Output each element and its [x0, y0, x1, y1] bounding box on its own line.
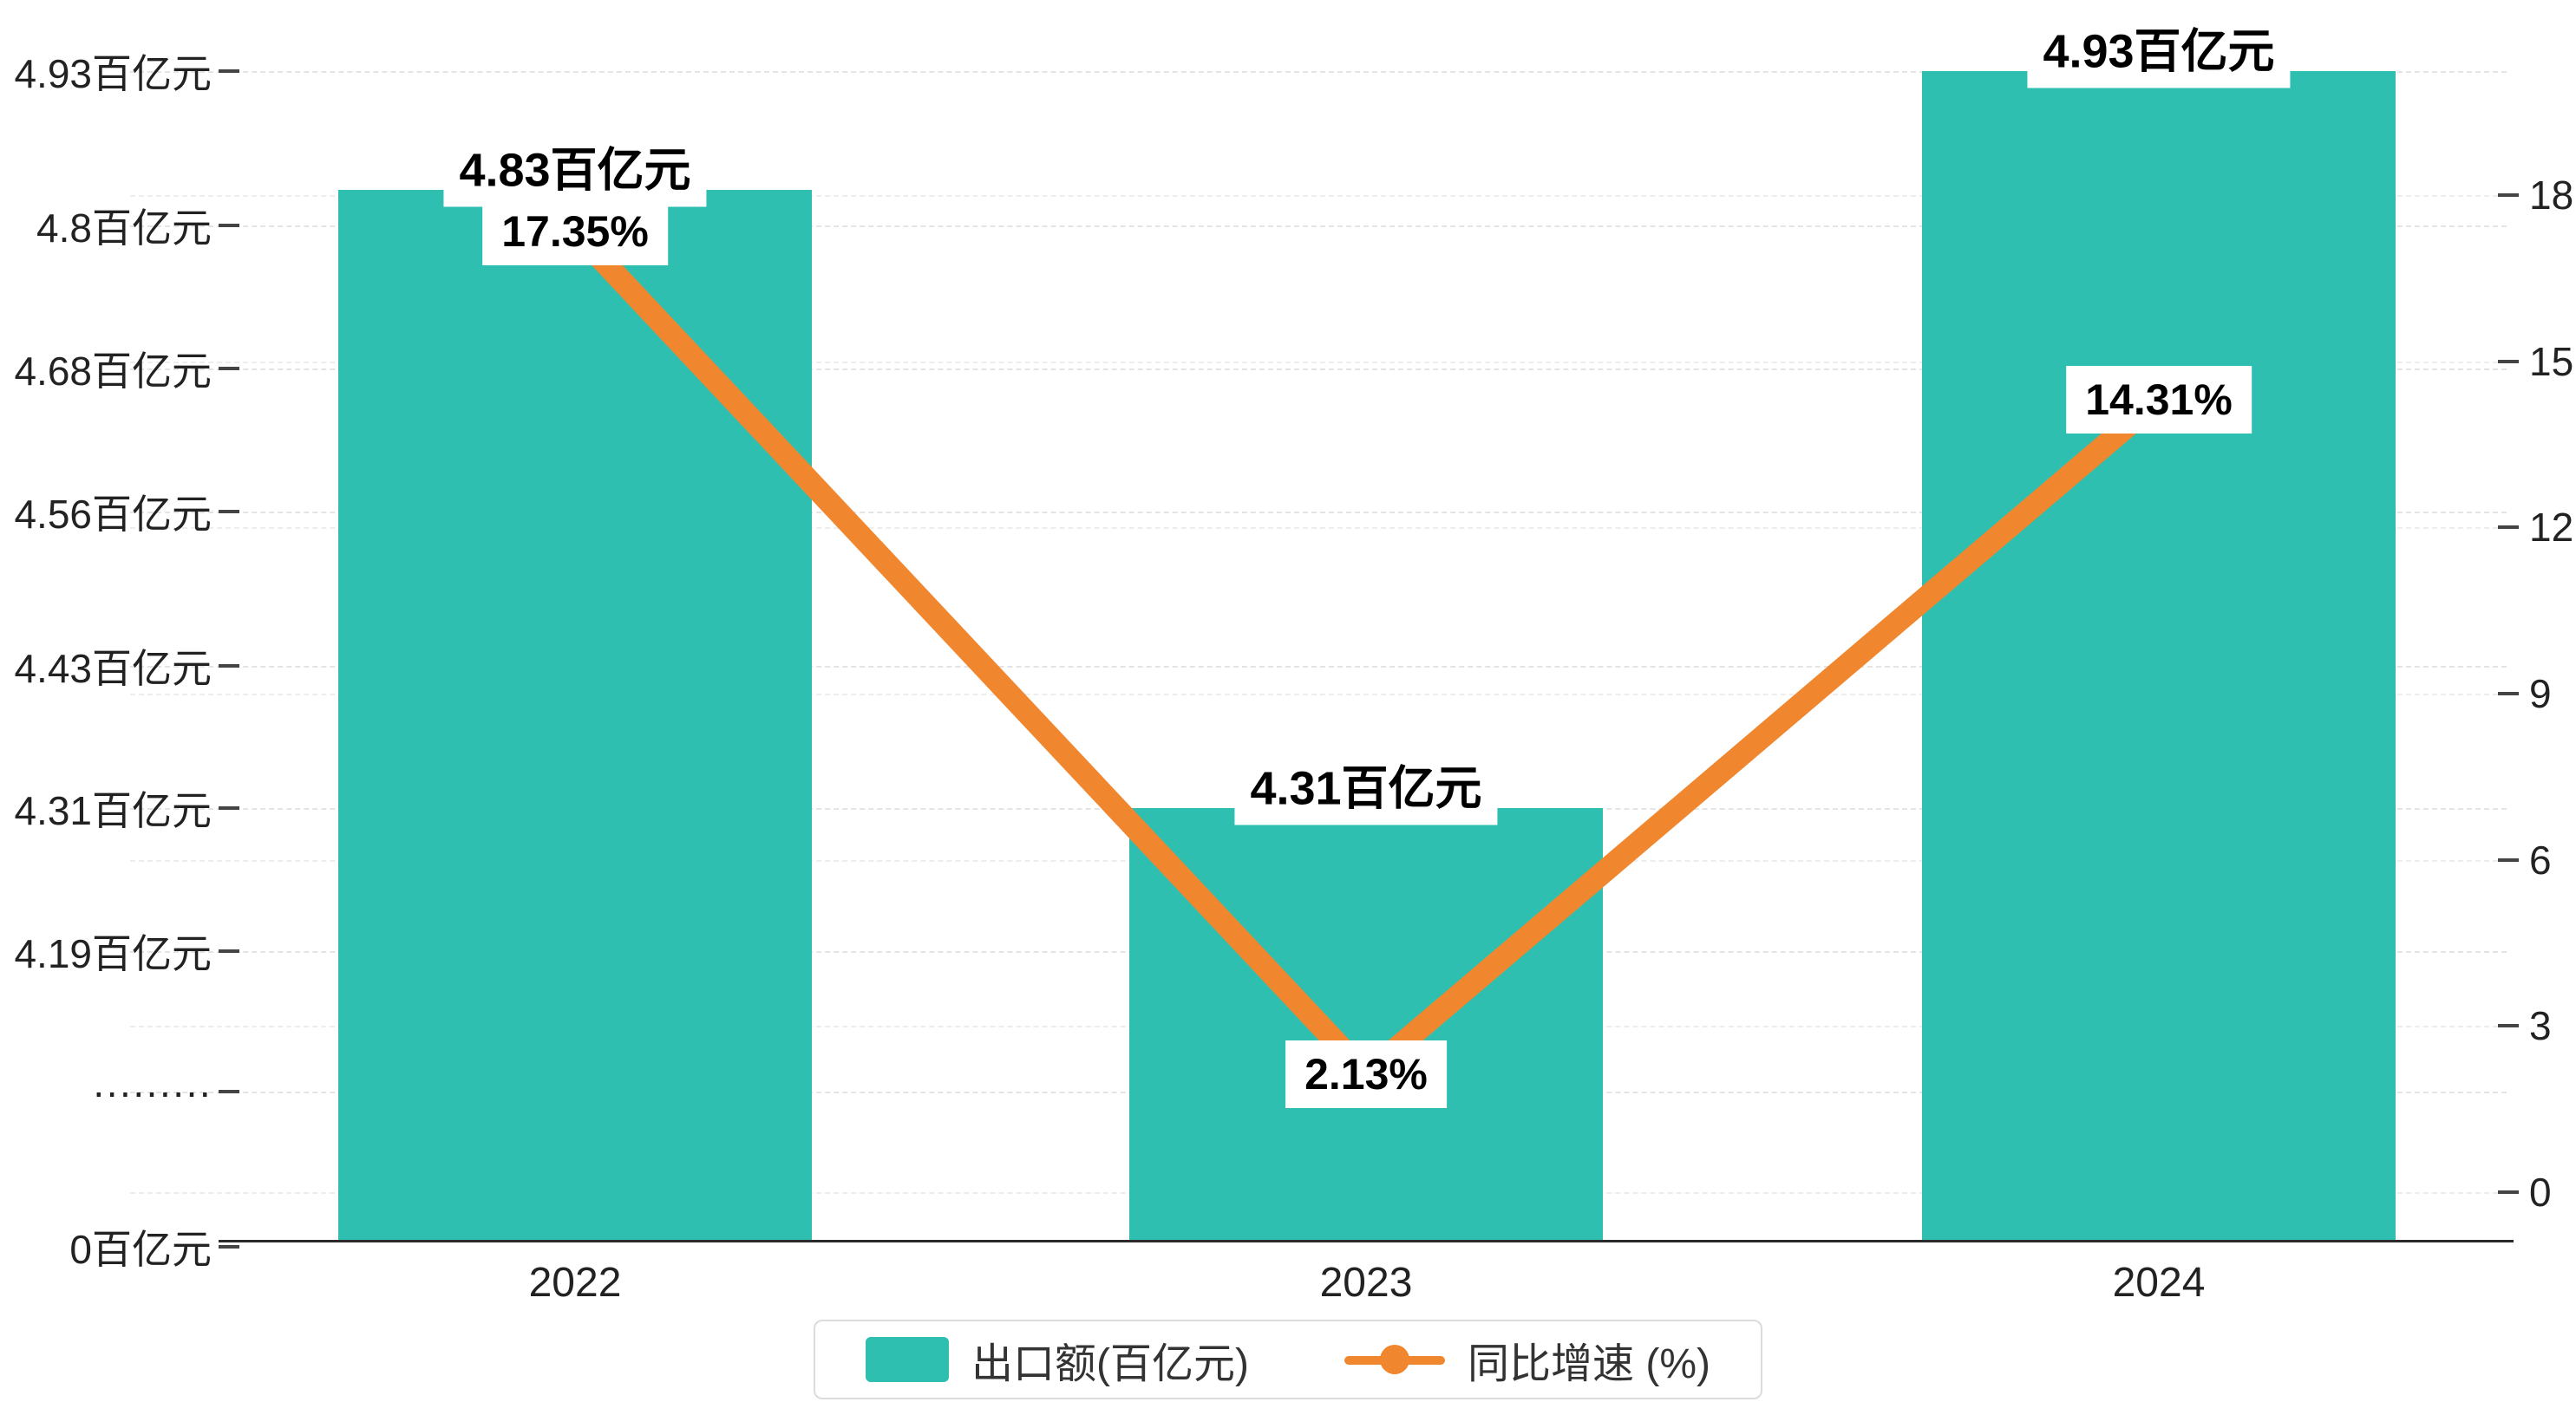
left-axis-tick-mark	[219, 1090, 239, 1093]
left-axis-tick-label: 4.8百亿元	[36, 205, 212, 251]
right-axis-tick-label: 18	[2529, 173, 2574, 218]
x-axis-line	[219, 1240, 2514, 1242]
line-series-swatch-icon	[1344, 1337, 1445, 1382]
right-axis-tick-mark	[2498, 1190, 2519, 1194]
bar-2023[interactable]	[1129, 808, 1603, 1242]
right-axis-tick-mark	[2498, 857, 2519, 862]
right-axis-tick-mark	[2498, 1024, 2519, 1028]
bar-2024[interactable]	[1922, 71, 2396, 1242]
left-axis-tick-mark	[219, 949, 239, 953]
right-axis-tick-label: 15	[2529, 338, 2574, 384]
left-axis-tick-mark	[219, 224, 239, 228]
left-axis-tick-label: 4.31百亿元	[14, 788, 212, 834]
right-axis-tick-label: 12	[2529, 505, 2574, 551]
left-axis-tick-label: 4.68百亿元	[14, 348, 212, 394]
right-axis-tick-label: 6	[2529, 837, 2552, 883]
left-axis-tick-label: 4.56百亿元	[14, 491, 212, 537]
left-axis-tick-mark	[219, 366, 239, 370]
right-axis-tick-label: 0	[2529, 1170, 2552, 1215]
right-axis-tick-mark	[2498, 193, 2519, 197]
right-axis-tick-mark	[2498, 525, 2519, 530]
x-axis-label-2022: 2022	[528, 1260, 622, 1306]
left-axis-tick-mark	[219, 509, 239, 513]
x-axis-label-2024: 2024	[2112, 1260, 2206, 1306]
left-axis-tick-mark	[219, 69, 239, 73]
legend-item-export-value[interactable]: 出口额(百亿元)	[866, 1329, 1249, 1390]
left-axis-tick-label: 4.93百亿元	[14, 51, 212, 96]
left-axis-tick-label: ·········	[92, 1069, 212, 1114]
legend-item-growth-rate[interactable]: 同比增速 (%)	[1344, 1329, 1710, 1390]
bar-value-label-2024: 4.93百亿元	[2027, 5, 2291, 88]
left-axis-tick-mark	[219, 1245, 239, 1249]
left-axis-tick-label: 0百亿元	[69, 1227, 212, 1272]
legend: 出口额(百亿元) 同比增速 (%)	[814, 1320, 1762, 1399]
left-axis-tick-label: 4.43百亿元	[14, 645, 212, 691]
gridline	[130, 195, 2507, 197]
left-axis-tick-mark	[219, 806, 239, 811]
growth-rate-label-2024: 14.31%	[2066, 365, 2252, 434]
left-axis-tick-mark	[219, 663, 239, 668]
right-axis-tick-mark	[2498, 359, 2519, 363]
legend-label-export-value: 出口额(百亿元)	[971, 1341, 1249, 1387]
right-axis-tick-label: 3	[2529, 1003, 2552, 1049]
right-axis-tick-mark	[2498, 692, 2519, 695]
growth-rate-label-2022: 17.35%	[482, 197, 668, 265]
x-axis-label-2023: 2023	[1319, 1260, 1413, 1306]
bar-series-swatch-icon	[866, 1337, 950, 1382]
gridline	[130, 71, 2507, 73]
bar-value-label-2023: 4.31百亿元	[1234, 742, 1498, 825]
right-axis-tick-label: 9	[2529, 671, 2552, 716]
bar-value-label-2022: 4.83百亿元	[443, 124, 707, 207]
left-axis-tick-label: 4.19百亿元	[14, 931, 212, 976]
bar-2022[interactable]	[338, 190, 812, 1242]
legend-label-growth-rate: 同比增速 (%)	[1467, 1341, 1710, 1387]
growth-rate-label-2023: 2.13%	[1285, 1040, 1447, 1108]
